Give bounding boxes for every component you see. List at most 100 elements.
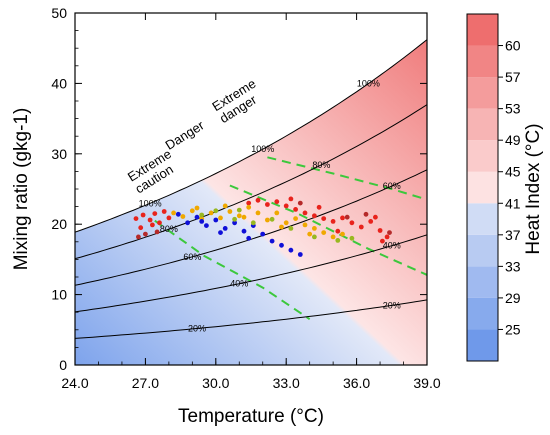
data-point bbox=[293, 216, 298, 222]
data-point bbox=[199, 212, 205, 218]
data-point bbox=[358, 224, 364, 230]
data-point bbox=[349, 220, 355, 226]
colorbar-tick-label: 33 bbox=[505, 258, 521, 274]
x-tick-label: 30.0 bbox=[202, 375, 229, 391]
data-point bbox=[377, 228, 383, 233]
data-point bbox=[368, 219, 374, 224]
data-point bbox=[302, 210, 308, 216]
data-point bbox=[218, 230, 223, 236]
colorbar-segment bbox=[467, 171, 498, 204]
rh-label: 80% bbox=[160, 224, 178, 234]
data-point bbox=[143, 231, 148, 237]
category-boundary-2 bbox=[229, 184, 427, 276]
colorbar-tick-label: 45 bbox=[505, 164, 521, 180]
data-point bbox=[222, 203, 228, 209]
y-tick-label: 20 bbox=[51, 216, 67, 232]
data-point bbox=[189, 208, 195, 214]
data-point bbox=[175, 211, 181, 217]
data-point bbox=[246, 204, 252, 210]
data-point bbox=[297, 252, 303, 257]
data-point bbox=[344, 214, 350, 220]
y-tick-label: 40 bbox=[51, 75, 67, 91]
x-axis-label: Temperature (°C) bbox=[178, 406, 324, 427]
rh-curve-60 bbox=[75, 169, 427, 286]
data-point bbox=[185, 220, 191, 226]
data-point bbox=[218, 215, 223, 221]
rh-curve-20 bbox=[75, 299, 427, 339]
colorbar-segment bbox=[467, 108, 498, 141]
data-point bbox=[250, 220, 256, 226]
data-point bbox=[293, 207, 298, 212]
data-point bbox=[213, 208, 219, 214]
y-tick-label: 10 bbox=[51, 287, 67, 303]
rh-label: 60% bbox=[383, 181, 401, 191]
colorbar-tick-label: 53 bbox=[505, 101, 521, 117]
data-point bbox=[312, 234, 317, 240]
colorbar-tick-label: 29 bbox=[505, 290, 521, 306]
data-point bbox=[269, 238, 275, 244]
colorbar-segment bbox=[467, 266, 498, 298]
data-point bbox=[138, 225, 144, 231]
data-point bbox=[246, 235, 252, 241]
rh-label: 80% bbox=[312, 160, 330, 170]
data-point bbox=[279, 242, 284, 248]
data-point bbox=[171, 210, 177, 216]
category-boundary-3 bbox=[267, 156, 427, 201]
data-point bbox=[255, 197, 261, 203]
data-point bbox=[154, 229, 160, 235]
data-point bbox=[150, 222, 155, 228]
data-point bbox=[269, 216, 275, 222]
data-point bbox=[283, 203, 289, 209]
data-point bbox=[279, 224, 284, 230]
x-tick-label: 24.0 bbox=[61, 375, 88, 391]
data-point bbox=[232, 220, 238, 226]
data-point bbox=[288, 226, 294, 231]
colorbar-tick-label: 60 bbox=[505, 38, 521, 54]
data-point bbox=[232, 216, 238, 222]
colorbar-segment bbox=[467, 140, 498, 172]
data-point bbox=[349, 235, 355, 241]
colorbar-tick-label: 37 bbox=[505, 227, 521, 243]
data-point bbox=[312, 226, 317, 231]
colorbar-tick-label: 25 bbox=[505, 321, 521, 337]
colorbar-tick-label: 41 bbox=[505, 195, 521, 211]
data-point bbox=[297, 200, 303, 206]
rh-label: 20% bbox=[188, 323, 206, 333]
y-axis-label: Mixing ratio (gkg-1) bbox=[11, 108, 32, 271]
colorbar-segment bbox=[467, 203, 498, 235]
data-point bbox=[246, 200, 252, 206]
data-point bbox=[147, 217, 153, 223]
data-point bbox=[321, 230, 327, 236]
rh-curve-80 bbox=[75, 104, 427, 260]
data-point bbox=[241, 214, 247, 220]
y-tick-label: 30 bbox=[51, 146, 67, 162]
data-point bbox=[260, 231, 266, 237]
rh-label: 100% bbox=[357, 79, 380, 89]
data-point bbox=[321, 216, 327, 222]
colorbar-tick-label: 49 bbox=[505, 132, 521, 148]
data-point bbox=[312, 213, 317, 219]
data-point bbox=[241, 228, 247, 234]
colorbar-segment bbox=[467, 14, 498, 46]
data-point bbox=[157, 220, 162, 226]
data-point bbox=[213, 217, 219, 223]
data-point bbox=[340, 215, 345, 221]
colorbar-segment bbox=[467, 77, 498, 109]
data-point bbox=[330, 234, 336, 240]
y-tick-label: 0 bbox=[59, 357, 67, 373]
data-point bbox=[194, 205, 200, 211]
data-point bbox=[255, 210, 261, 216]
colorbar-frame bbox=[466, 13, 499, 362]
y-tick-label: 50 bbox=[51, 5, 67, 21]
data-point bbox=[302, 222, 308, 228]
rh-label: 60% bbox=[183, 252, 201, 262]
rh-label: 40% bbox=[383, 241, 401, 251]
x-tick-label: 27.0 bbox=[132, 375, 159, 391]
rh-label: 100% bbox=[139, 198, 162, 208]
data-point bbox=[288, 196, 294, 202]
data-point bbox=[283, 220, 289, 226]
data-point bbox=[387, 230, 392, 236]
rh-label: 40% bbox=[230, 279, 248, 289]
data-point bbox=[384, 234, 390, 240]
data-point bbox=[380, 238, 385, 244]
